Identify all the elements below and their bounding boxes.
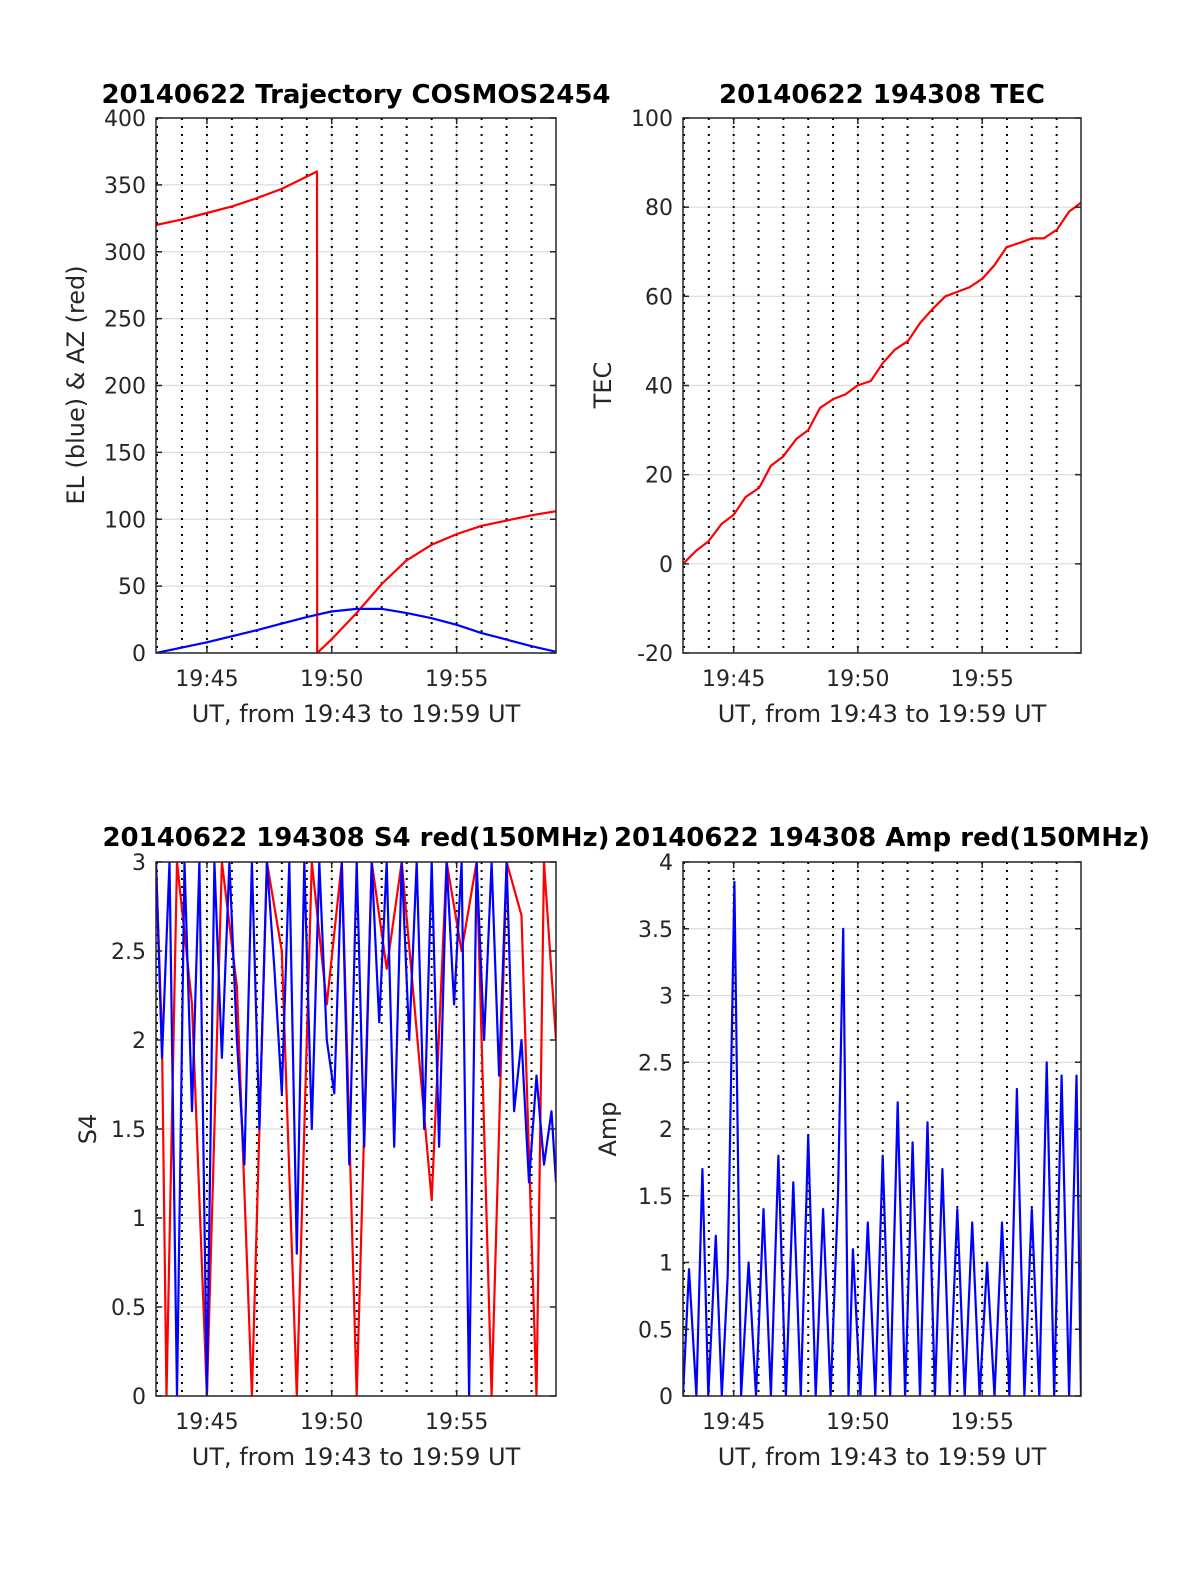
- series-group: [156, 862, 556, 1396]
- y-tick-label: 2: [132, 1029, 146, 1054]
- y-tick-label: 50: [118, 575, 146, 600]
- chart-title: 20140622 Trajectory COSMOS2454: [101, 80, 610, 110]
- y-tick-label: 3: [132, 851, 146, 876]
- y-tick-label: 40: [645, 375, 673, 400]
- x-tick-label: 19:55: [950, 1410, 1013, 1435]
- y-tick-label: 200: [104, 375, 146, 400]
- series-line-blue: [156, 607, 556, 653]
- y-tick-label: 60: [645, 285, 673, 310]
- chart-amp: 0 0.5 1 1.5 2 2.5 3 3.5 4 19:45 19:50 19:55 20140622…: [594, 823, 1150, 1471]
- series-group: [156, 170, 556, 653]
- y-tick-label: 20: [645, 464, 673, 489]
- y-tick-label: 2.5: [111, 940, 146, 965]
- y-tick-label: 0: [132, 642, 146, 667]
- x-axis-label: UT, from 19:43 to 19:59 UT: [718, 700, 1047, 728]
- y-tick-label: 150: [104, 441, 146, 466]
- y-tick-label: 100: [631, 107, 673, 132]
- y-tick-label: 250: [104, 308, 146, 333]
- x-tick-label: 19:50: [300, 667, 363, 692]
- x-tick-label: 19:50: [300, 1410, 363, 1435]
- x-tick-label: 19:45: [175, 667, 238, 692]
- series-line-red: [683, 201, 1081, 565]
- chart-title: 20140622 194308 Amp red(150MHz): [614, 823, 1150, 853]
- y-tick-label: 0: [132, 1385, 146, 1410]
- y-tick-label: 1.5: [638, 1185, 673, 1210]
- y-tick-label: -20: [637, 642, 673, 667]
- y-axis-label: TEC: [589, 362, 617, 410]
- chart-trajectory: 0 50 100 150 200 250 300 350 400 19:45 19:50 19:55 2…: [62, 80, 611, 728]
- y-tick-label: 3.5: [638, 918, 673, 943]
- x-tick-label: 19:45: [175, 1410, 238, 1435]
- x-tick-label: 19:45: [702, 1410, 765, 1435]
- chart-title: 20140622 194308 TEC: [719, 80, 1045, 110]
- y-axis-label: S4: [74, 1114, 102, 1145]
- y-tick-label: 0.5: [638, 1318, 673, 1343]
- x-tick-label: 19:50: [826, 1410, 889, 1435]
- y-tick-label: 350: [104, 174, 146, 199]
- x-tick-label: 19:55: [950, 667, 1013, 692]
- y-axis-label: EL (blue) & AZ (red): [62, 265, 90, 504]
- x-tick-label: 19:55: [425, 667, 488, 692]
- series-group: [683, 201, 1081, 565]
- grid: [682, 117, 1081, 654]
- x-tick-label: 19:50: [826, 667, 889, 692]
- y-tick-label: 100: [104, 508, 146, 533]
- y-tick-label: 1: [132, 1207, 146, 1232]
- x-axis-label: UT, from 19:43 to 19:59 UT: [192, 700, 521, 728]
- series-line-red: [156, 862, 556, 1396]
- y-tick-label: 1.5: [111, 1118, 146, 1143]
- x-axis-label: UT, from 19:43 to 19:59 UT: [192, 1443, 521, 1471]
- chart-title: 20140622 194308 S4 red(150MHz): [102, 823, 609, 853]
- y-tick-label: 1: [659, 1252, 673, 1277]
- y-tick-label: 0: [659, 553, 673, 578]
- series-group: [683, 880, 1081, 1396]
- series-line-red: [156, 170, 556, 653]
- y-tick-label: 0: [659, 1385, 673, 1410]
- series-line-blue: [156, 862, 556, 1396]
- y-tick-label: 4: [659, 851, 673, 876]
- y-tick-label: 2: [659, 1118, 673, 1143]
- y-tick-label: 300: [104, 241, 146, 266]
- y-tick-label: 80: [645, 196, 673, 221]
- series-line-blue: [683, 880, 1081, 1396]
- y-tick-label: 3: [659, 985, 673, 1010]
- y-axis-label: Amp: [594, 1101, 622, 1156]
- y-tick-label: 400: [104, 107, 146, 132]
- chart-tec: -20 0 20 40 60 80 100 19:45 19:50 19:55 20140622 1…: [589, 80, 1082, 728]
- x-tick-label: 19:45: [702, 667, 765, 692]
- y-tick-label: 0.5: [111, 1296, 146, 1321]
- chart-s4: 0 0.5 1 1.5 2 2.5 3 19:45 19:50 19:55 20140622 194…: [74, 823, 610, 1471]
- x-axis-label: UT, from 19:43 to 19:59 UT: [718, 1443, 1047, 1471]
- y-tick-label: 2.5: [638, 1051, 673, 1076]
- x-tick-label: 19:55: [425, 1410, 488, 1435]
